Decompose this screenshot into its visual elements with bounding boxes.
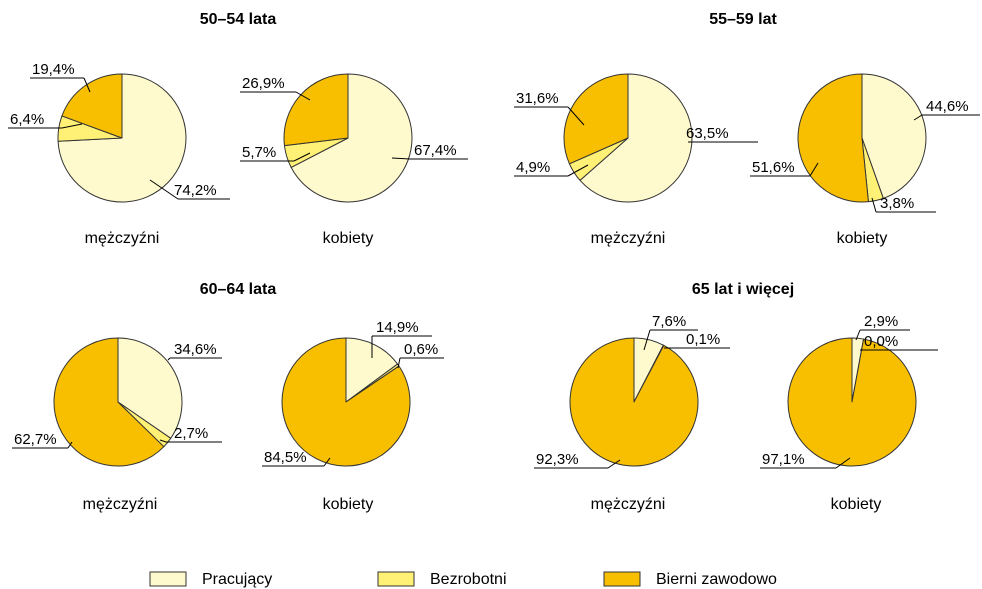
slice-pracujący <box>345 337 399 403</box>
pie-caption: mężczyźni <box>85 230 160 247</box>
pie-caption: kobiety <box>323 496 374 513</box>
data-label: 97,1% <box>762 451 805 468</box>
pie-2: 67,4% 5,7% 26,9% kobiety <box>240 73 468 247</box>
leader-line <box>913 114 923 121</box>
slice-bierni-zawodowo <box>797 73 869 203</box>
slice-bierni-zawodowo <box>61 73 123 139</box>
leader-line <box>67 441 73 449</box>
slice-pracujący <box>290 73 413 203</box>
pie-caption: kobiety <box>831 496 882 513</box>
leader-line <box>567 164 589 177</box>
pie-caption: kobiety <box>837 230 888 247</box>
pie-caption: mężczyźni <box>83 496 158 513</box>
leader-line <box>293 152 311 162</box>
pie-1: 74,2% 6,4% 19,4% mężczyźni <box>8 61 230 247</box>
pie-4: 44,6% 3,8% 51,6% kobiety <box>750 73 980 247</box>
data-label: 19,4% <box>32 61 75 78</box>
legend-swatch <box>377 571 415 587</box>
data-label: 51,6% <box>752 159 795 176</box>
leader-line <box>149 179 179 200</box>
pie-5: 34,6% 2,7% 62,7% mężczyźni <box>12 337 222 513</box>
data-label: 2,9% <box>864 313 898 330</box>
leader-line <box>835 457 851 469</box>
data-label: 5,7% <box>242 144 276 161</box>
data-label: 0,1% <box>686 331 720 348</box>
data-label: 3,8% <box>880 195 914 212</box>
leader-line <box>295 91 311 101</box>
leader-line <box>391 157 411 160</box>
leader-line <box>167 357 171 361</box>
legend-label: Bezrobotni <box>430 571 507 588</box>
data-label: 63,5% <box>686 125 729 142</box>
data-label: 62,7% <box>14 431 57 448</box>
age-group-title: 55–59 lat <box>709 11 777 28</box>
leader-line <box>61 123 83 129</box>
leader-line <box>607 459 621 469</box>
pie-6: 14,9% 0,6% 84,5% kobiety <box>262 319 444 513</box>
legend: Pracujący Bezrobotni Bierni zawodowo <box>149 571 777 588</box>
leader-line <box>323 457 331 467</box>
pie-caption: mężczyźni <box>591 230 666 247</box>
leader-line <box>855 329 861 341</box>
data-label: 92,3% <box>536 451 579 468</box>
data-label: 67,4% <box>414 142 457 159</box>
slice-bierni-zawodowo <box>281 337 411 467</box>
slice-bierni-zawodowo <box>283 73 349 147</box>
data-label: 7,6% <box>652 313 686 330</box>
data-label: 84,5% <box>264 449 307 466</box>
slice-bierni-zawodowo <box>563 73 629 165</box>
slice-pracujący <box>861 73 927 199</box>
data-label: 26,9% <box>242 75 285 92</box>
slice-bierni-zawodowo <box>569 337 699 467</box>
leader-line <box>643 329 651 351</box>
data-label: 4,9% <box>516 159 550 176</box>
leader-line <box>159 439 167 443</box>
pie-caption: kobiety <box>323 230 374 247</box>
data-label: 34,6% <box>174 341 217 358</box>
slice-pracujący <box>117 337 183 439</box>
pie-7: 7,6%0,1% 92,3% mężczyźni <box>534 313 730 513</box>
pie-3: 63,5% 4,9% 31,6% mężczyźni <box>514 73 758 247</box>
legend-swatch <box>603 571 641 587</box>
data-label: 0,0% <box>864 333 898 350</box>
leader-line <box>397 357 401 369</box>
leader-line <box>809 162 819 177</box>
data-label: 14,9% <box>376 319 419 336</box>
data-label: 74,2% <box>174 182 217 199</box>
leader-line <box>871 197 877 213</box>
pie-caption: mężczyźni <box>591 496 666 513</box>
age-group-title: 50–54 lata <box>200 11 277 28</box>
pie-8: 2,9% 0,0% 97,1% kobiety <box>760 313 938 513</box>
age-group-title: 60–64 lata <box>200 281 277 298</box>
slice-bierni-zawodowo <box>787 337 917 467</box>
leader-line <box>567 106 585 126</box>
legend-swatch <box>149 571 187 587</box>
age-group-title: 65 lat i więcej <box>692 281 794 298</box>
legend-label: Pracujący <box>202 571 272 588</box>
leader-line <box>83 77 91 93</box>
data-label: 2,7% <box>174 425 208 442</box>
data-label: 31,6% <box>516 90 559 107</box>
slice-pracujący <box>579 73 693 203</box>
slice-bierni-zawodowo <box>53 337 165 467</box>
data-label: 6,4% <box>10 111 44 128</box>
legend-label: Bierni zawodowo <box>656 571 777 588</box>
data-label: 44,6% <box>926 98 969 115</box>
data-label: 0,6% <box>404 341 438 358</box>
